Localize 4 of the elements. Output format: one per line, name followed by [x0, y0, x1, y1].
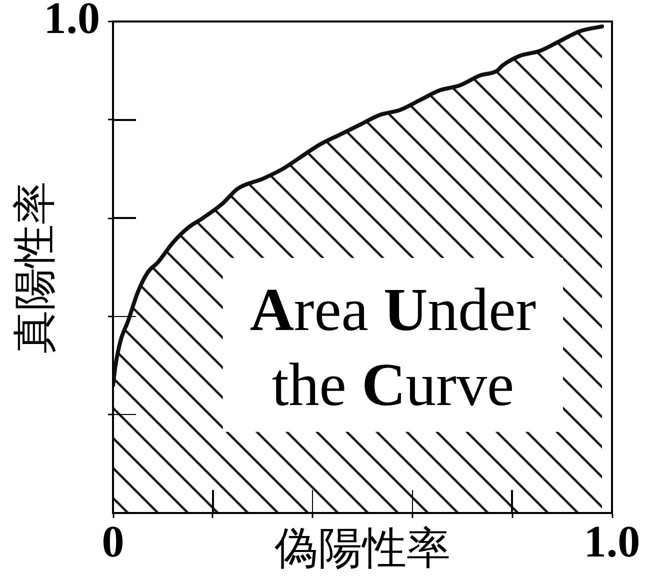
- x-tick-label: 0: [102, 516, 124, 567]
- text: Area Under the Curve: [250, 276, 536, 419]
- x-axis-title: 偽陽性率: [274, 523, 450, 574]
- y-axis-title: 真陽性率: [10, 181, 60, 354]
